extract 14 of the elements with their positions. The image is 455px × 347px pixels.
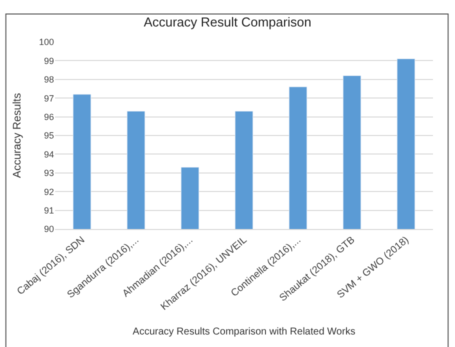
y-tick-label: 91 bbox=[44, 205, 54, 216]
y-tick-label: 100 bbox=[38, 37, 54, 48]
y-axis-title: Accuracy Results bbox=[12, 92, 24, 178]
y-tick-label: 99 bbox=[44, 56, 54, 66]
y-tick-label: 90 bbox=[44, 224, 54, 234]
y-tick-label: 93 bbox=[44, 168, 54, 178]
y-tick-label: 98 bbox=[44, 74, 54, 85]
y-tick-label: 92 bbox=[44, 186, 54, 197]
x-axis-title: Accuracy Results Comparison with Related Works bbox=[132, 326, 356, 338]
y-tick-label: 94 bbox=[44, 149, 54, 160]
y-tick-label: 97 bbox=[44, 93, 54, 104]
chart-title: Accuracy Result Comparison bbox=[144, 14, 312, 30]
y-tick-label: 95 bbox=[44, 130, 54, 141]
y-tick-label: 96 bbox=[44, 112, 54, 122]
